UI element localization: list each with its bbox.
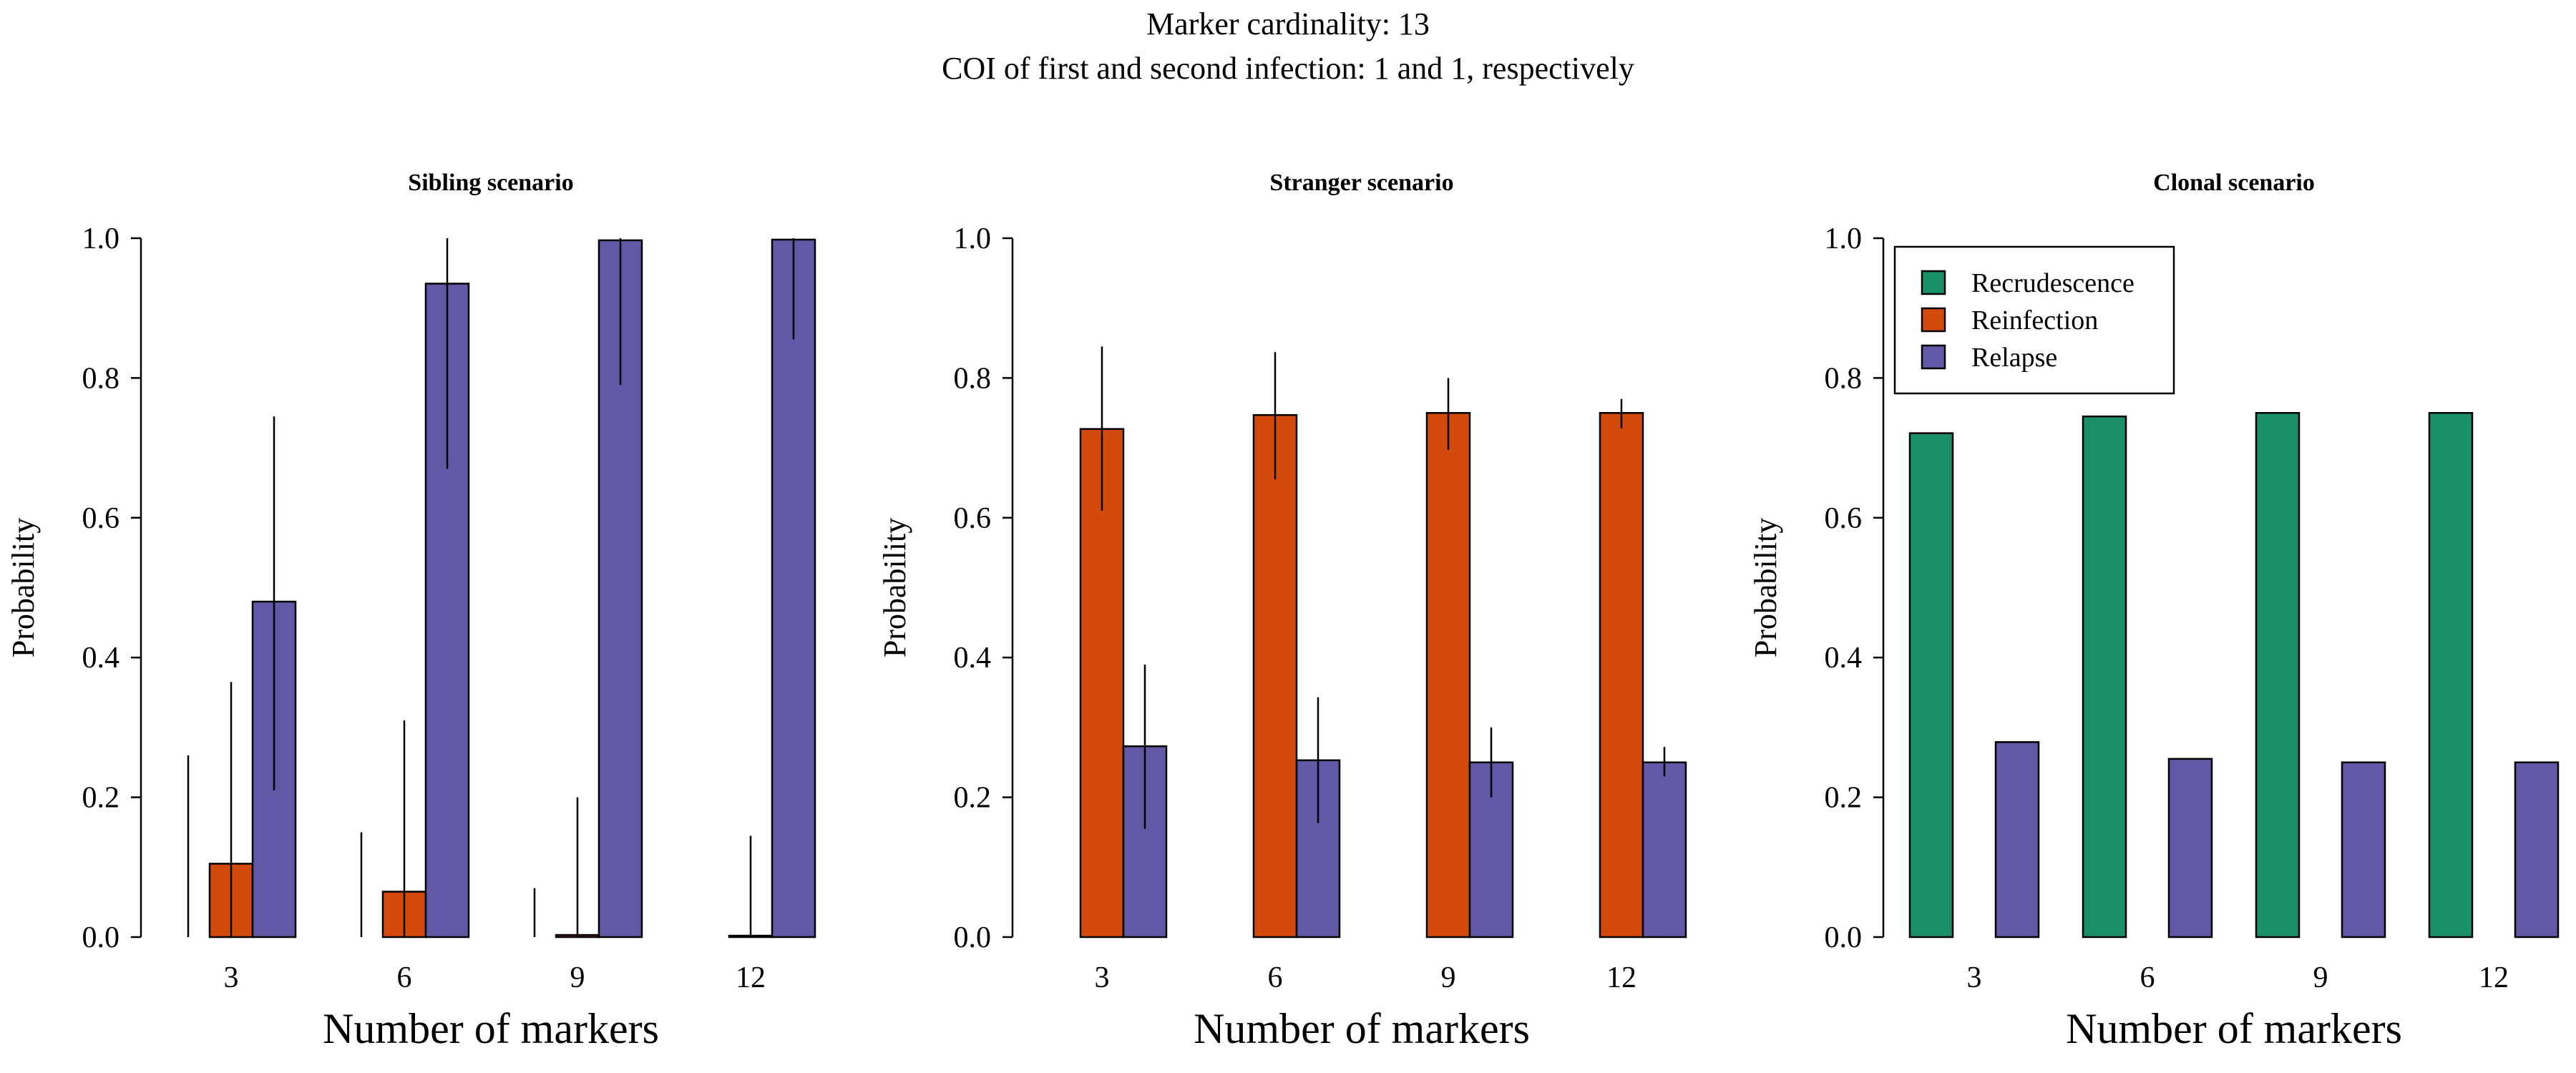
y-tick-label: 0.6 (954, 502, 992, 535)
panel-title: Sibling scenario (408, 170, 573, 196)
bar-reinfection-12 (1599, 412, 1644, 939)
bar-recrudescence-6 (2082, 415, 2127, 939)
y-tick-label: 1.0 (82, 222, 120, 255)
y-axis-label: Probability (877, 518, 912, 658)
figure-subtitle: COI of first and second infection: 1 and… (942, 51, 1634, 86)
x-tick-label: 9 (1441, 961, 1456, 994)
bar-recrudescence-3 (1908, 432, 1954, 939)
x-tick-label: 12 (1606, 961, 1636, 994)
y-axis-label: Probability (6, 518, 41, 658)
legend-swatch-recrudescence (1921, 270, 1946, 295)
y-tick-label: 0.8 (1825, 362, 1863, 395)
legend: Recrudescence Reinfection Relapse (1893, 245, 2175, 395)
x-axis-label: Number of markers (1194, 1005, 1530, 1052)
bar-relapse-12 (1641, 761, 1687, 939)
y-tick-label: 0.8 (82, 362, 120, 395)
bar-reinfection-6 (1252, 413, 1298, 939)
legend-label-reinfection: Reinfection (1971, 305, 2098, 335)
x-axis-label: Number of markers (2066, 1005, 2402, 1052)
panel-3: Clonal scenario 0.0 0.2 0.4 0.6 0.8 1.0 Probabi… (1748, 170, 2560, 1052)
x-tick-label: 12 (2479, 961, 2509, 994)
bar-reinfection-3 (1079, 428, 1125, 939)
bar-recrudescence-9 (2255, 412, 2301, 939)
y-axis-label: Probability (1748, 518, 1783, 658)
y-tick-label: 0.4 (1825, 642, 1863, 675)
y-tick-label: 1.0 (954, 222, 992, 255)
panel-title: Stranger scenario (1269, 170, 1453, 196)
bar-relapse-3 (1994, 741, 2040, 939)
y-tick-label: 0.6 (1825, 502, 1863, 535)
panel-1: Sibling scenario 0.0 0.2 0.4 0.6 0.8 1.0 Probab… (6, 170, 816, 1052)
x-tick-label: 3 (224, 961, 239, 994)
y-tick-label: 0.0 (954, 921, 992, 954)
figure-title: Marker cardinality: 13 (1146, 6, 1430, 41)
bar-relapse-12 (771, 238, 816, 939)
y-tick-label: 0.4 (954, 642, 992, 675)
bar-recrudescence-12 (2428, 412, 2474, 939)
legend-label-relapse: Relapse (1971, 343, 2057, 373)
x-tick-label: 12 (736, 961, 766, 994)
y-tick-label: 0.0 (82, 921, 120, 954)
x-tick-label: 3 (1095, 961, 1110, 994)
y-tick-label: 0.2 (1825, 782, 1863, 815)
x-tick-label: 3 (1967, 961, 1982, 994)
bar-relapse-6 (2167, 758, 2213, 939)
bar-relapse-9 (2341, 761, 2386, 939)
x-tick-label: 9 (570, 961, 585, 994)
y-tick-label: 0.4 (82, 642, 120, 675)
bar-relapse-12 (2514, 761, 2560, 939)
legend-swatch-reinfection (1921, 307, 1946, 333)
y-tick-label: 0.0 (1825, 921, 1863, 954)
panel-2: Stranger scenario 0.0 0.2 0.4 0.6 0.8 1.0 Proba… (877, 170, 1687, 1052)
x-axis-label: Number of markers (323, 1005, 659, 1052)
y-tick-label: 0.2 (954, 782, 992, 815)
x-tick-label: 6 (397, 961, 412, 994)
x-tick-label: 9 (2313, 961, 2328, 994)
bar-reinfection-9 (1425, 412, 1471, 939)
legend-label-recrudescence: Recrudescence (1971, 268, 2135, 298)
x-tick-label: 6 (1268, 961, 1283, 994)
y-tick-label: 0.6 (82, 502, 120, 535)
y-tick-label: 0.8 (954, 362, 992, 395)
x-tick-label: 6 (2140, 961, 2155, 994)
panel-title: Clonal scenario (2153, 170, 2315, 196)
y-tick-label: 1.0 (1825, 222, 1863, 255)
legend-swatch-relapse (1921, 344, 1946, 370)
y-tick-label: 0.2 (82, 782, 120, 815)
